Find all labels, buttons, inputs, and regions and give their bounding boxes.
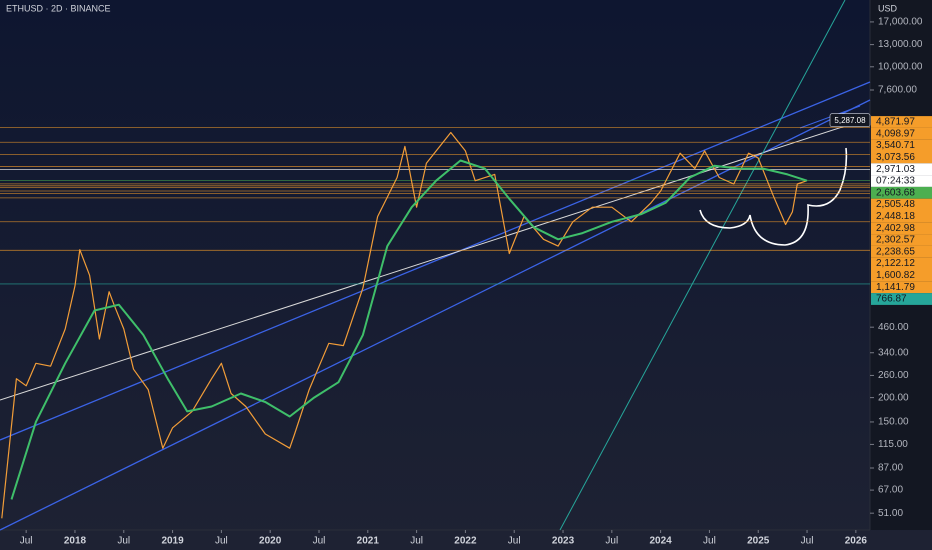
y-tick-label: 51.00 bbox=[878, 508, 903, 519]
price-label: 4,871.97 bbox=[876, 117, 915, 128]
x-tick-label: 2023 bbox=[552, 536, 575, 547]
price-label: 2,402.98 bbox=[876, 223, 915, 234]
y-tick-label: 340.00 bbox=[878, 347, 909, 358]
x-tick-label: 2019 bbox=[161, 536, 184, 547]
trend-line bbox=[0, 117, 871, 401]
price-label-bg bbox=[871, 163, 932, 176]
x-tick-label: 2025 bbox=[747, 536, 770, 547]
y-tick-label: 13,000.00 bbox=[878, 39, 923, 50]
x-tick-label: Jul bbox=[117, 536, 130, 547]
price-label: 766.87 bbox=[876, 294, 907, 305]
x-tick-label: Jul bbox=[20, 536, 33, 547]
price-label: 4,098.97 bbox=[876, 128, 915, 139]
price-label-bg bbox=[871, 116, 932, 128]
y-tick-label: 260.00 bbox=[878, 370, 909, 381]
y-tick-label: 87.00 bbox=[878, 463, 903, 474]
price-label-bg bbox=[871, 186, 932, 199]
price-label-bg bbox=[871, 293, 932, 305]
y-tick-label: 200.00 bbox=[878, 392, 909, 403]
x-tick-label: Jul bbox=[313, 536, 326, 547]
y-tick-label: 460.00 bbox=[878, 322, 909, 333]
x-tick-label: Jul bbox=[703, 536, 716, 547]
price-label-bg bbox=[871, 151, 932, 164]
x-tick-label: 2018 bbox=[64, 536, 87, 547]
chart-title: ETHUSD · 2D · BINANCE bbox=[6, 3, 111, 13]
price-label: 3,073.56 bbox=[876, 152, 915, 163]
price-label-bg bbox=[871, 281, 932, 294]
y-tick-label: 115.00 bbox=[878, 439, 908, 450]
y-tick-label: 17,000.00 bbox=[878, 17, 923, 28]
x-tick-label: Jul bbox=[605, 536, 618, 547]
price-label-bg bbox=[871, 198, 932, 211]
price-label: 1,141.79 bbox=[876, 282, 915, 293]
pattern-drawing bbox=[699, 147, 848, 246]
y-tick-label: 7,600.00 bbox=[878, 85, 917, 96]
price-line bbox=[1, 131, 808, 519]
price-label-bg bbox=[871, 210, 932, 223]
x-tick-label: Jul bbox=[801, 536, 814, 547]
price-label-bg bbox=[871, 234, 932, 246]
price-label-bg bbox=[871, 222, 932, 235]
trend-line bbox=[559, 0, 846, 531]
countdown: 07:24:33 bbox=[876, 176, 915, 187]
x-tick-label: 2024 bbox=[650, 536, 673, 547]
x-tick-label: 2026 bbox=[845, 536, 868, 547]
x-tick-label: Jul bbox=[215, 536, 228, 547]
moving-average bbox=[10, 159, 808, 500]
price-label: 2,302.57 bbox=[876, 235, 915, 246]
x-tick-label: 2022 bbox=[454, 536, 477, 547]
price-label: 2,122.12 bbox=[876, 258, 915, 269]
currency-label: USD bbox=[878, 3, 898, 13]
y-tick-label: 10,000.00 bbox=[878, 61, 923, 72]
y-tick-label: 67.00 bbox=[878, 485, 903, 496]
price-label: 3,540.71 bbox=[876, 140, 915, 151]
countdown-bg bbox=[871, 175, 932, 187]
x-tick-label: Jul bbox=[410, 536, 423, 547]
price-label: 2,505.48 bbox=[876, 199, 915, 210]
price-label-bg bbox=[871, 127, 932, 140]
price-label: 2,448.18 bbox=[876, 211, 915, 222]
price-label: 2,238.65 bbox=[876, 246, 915, 257]
price-label-bg bbox=[871, 139, 932, 152]
price-label-bg bbox=[871, 245, 932, 258]
x-tick-label: 2020 bbox=[259, 536, 282, 547]
price-label: 2,971.03 bbox=[876, 164, 915, 175]
price-label-bg bbox=[871, 257, 932, 270]
price-label-bg bbox=[871, 269, 932, 282]
target-label: 5,287.08 bbox=[834, 116, 866, 125]
x-tick-label: 2021 bbox=[357, 536, 380, 547]
target-label-bg bbox=[829, 113, 871, 127]
trend-line bbox=[0, 81, 871, 441]
trend-line bbox=[0, 99, 871, 531]
price-label: 2,603.68 bbox=[876, 187, 915, 198]
price-label: 1,600.82 bbox=[876, 270, 915, 281]
x-tick-label: Jul bbox=[508, 536, 521, 547]
y-tick-label: 150.00 bbox=[878, 417, 909, 428]
